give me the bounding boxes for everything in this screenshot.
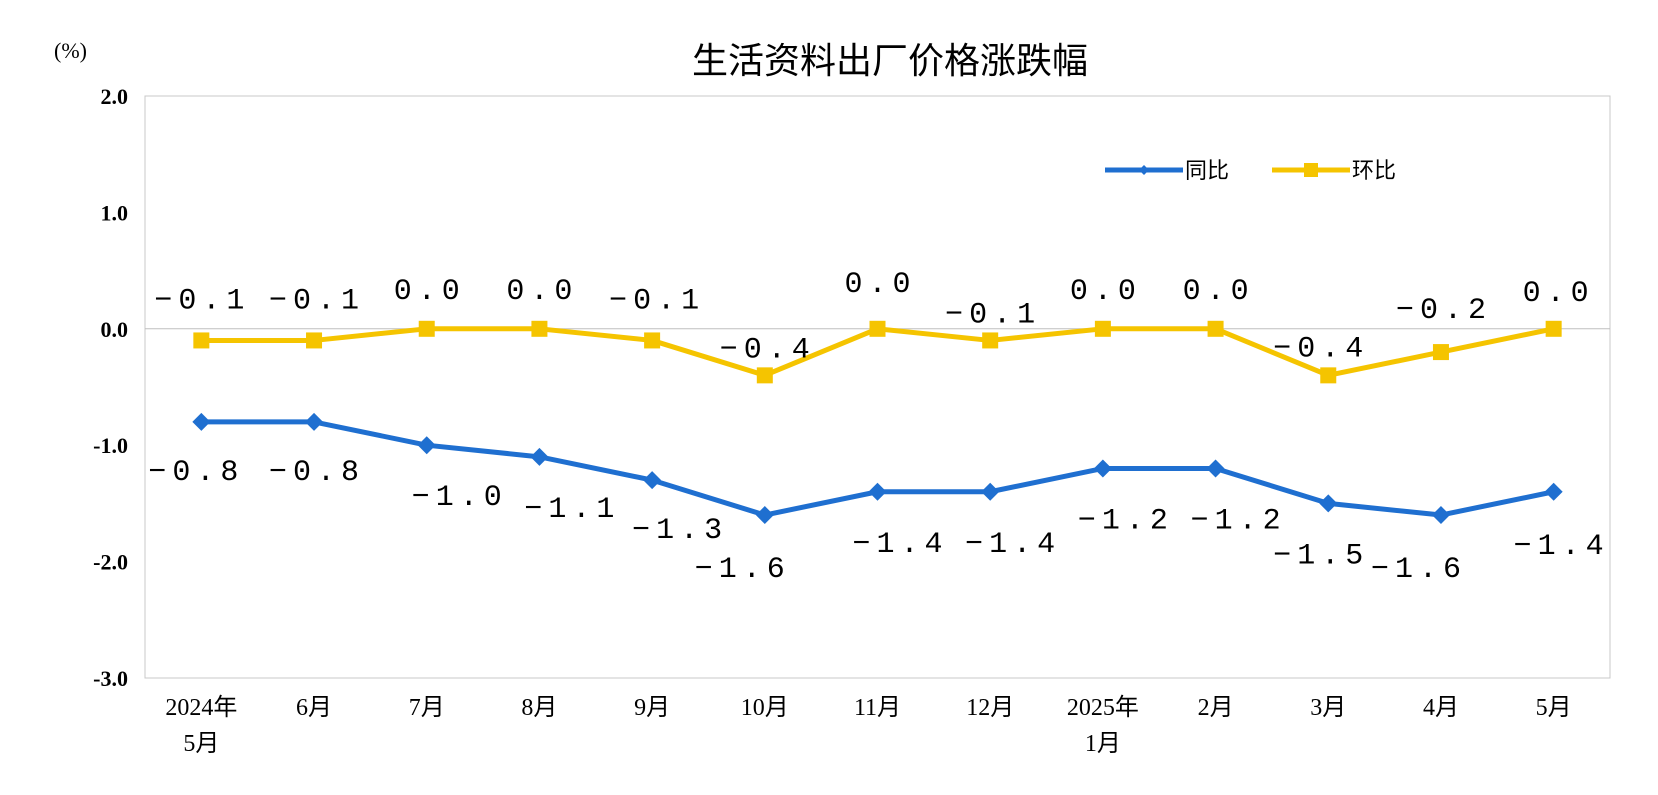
x-tick-line: 5月 bbox=[1536, 695, 1572, 721]
x-tick-line: 12月 bbox=[966, 695, 1014, 721]
data-label: − 1 . 3 bbox=[632, 514, 722, 548]
data-point-square bbox=[306, 332, 323, 349]
data-point-diamond bbox=[1093, 459, 1112, 478]
chart-title: 生活资料出厂价格涨跌幅 bbox=[692, 41, 1088, 82]
x-tick-line: 1月 bbox=[1085, 731, 1121, 757]
legend: 同比 环比 bbox=[1105, 159, 1396, 184]
x-tick-label: 4月 bbox=[1423, 695, 1459, 721]
x-tick-line: 11月 bbox=[854, 695, 901, 721]
x-tick-line: 7月 bbox=[409, 695, 445, 721]
data-label: − 1 . 6 bbox=[1371, 553, 1461, 587]
data-label: − 1 . 1 bbox=[524, 493, 614, 527]
data-label: − 1 . 4 bbox=[965, 528, 1055, 562]
y-tick-label: -2.0 bbox=[93, 550, 128, 575]
data-point-diamond bbox=[1319, 494, 1338, 513]
data-label: − 0 . 1 bbox=[945, 298, 1035, 332]
data-labels: − 0 . 8 − 0 . 8 − 1 . 0 − 1 . 1 − 1 . 3 − 1 .… bbox=[148, 268, 1603, 587]
x-tick-line: 2024年 bbox=[165, 694, 237, 721]
data-point-diamond bbox=[1206, 459, 1225, 478]
data-point-square bbox=[644, 332, 661, 349]
x-tick-line: 3月 bbox=[1310, 695, 1346, 721]
x-tick-line: 9月 bbox=[634, 695, 670, 721]
y-tick-label: -3.0 bbox=[93, 666, 128, 691]
x-tick-line: 5月 bbox=[183, 731, 219, 757]
data-label: − 0 . 1 bbox=[269, 284, 359, 318]
data-label: − 1 . 6 bbox=[695, 553, 785, 587]
data-point-square bbox=[531, 320, 548, 337]
legend-label: 环比 bbox=[1352, 159, 1396, 184]
x-tick-label: 2025年 1月 bbox=[1067, 694, 1139, 757]
data-point-square bbox=[869, 320, 886, 337]
data-point-diamond bbox=[1544, 482, 1563, 501]
legend-swatch-marker bbox=[1304, 163, 1318, 177]
data-point-square bbox=[1094, 320, 1111, 337]
axes: 2.0 1.0 0.0 -1.0 -2.0 -3.0 2024年 5月 6月 7月 8月 9月 10月 1… bbox=[93, 84, 1610, 757]
data-label: 0 . 0 bbox=[1523, 277, 1589, 311]
x-tick-label: 9月 bbox=[634, 695, 670, 721]
y-tick-label: 2.0 bbox=[101, 84, 129, 109]
data-point-diamond bbox=[755, 506, 774, 525]
x-tick-line: 4月 bbox=[1423, 695, 1459, 721]
y-tick-label: 1.0 bbox=[101, 200, 129, 225]
data-label: − 0 . 4 bbox=[1273, 332, 1363, 366]
y-axis-unit: (%) bbox=[54, 38, 87, 63]
x-tick-label: 12月 bbox=[966, 695, 1014, 721]
data-point-square bbox=[982, 332, 999, 349]
x-tick-label: 2月 bbox=[1198, 695, 1234, 721]
data-point-diamond bbox=[192, 412, 211, 431]
data-point-diamond bbox=[417, 436, 436, 455]
data-label: − 0 . 4 bbox=[720, 333, 810, 367]
data-label: − 1 . 2 bbox=[1191, 504, 1281, 538]
data-point-square bbox=[193, 332, 210, 349]
data-point-square bbox=[1207, 320, 1224, 337]
data-label: 0 . 0 bbox=[1070, 275, 1136, 309]
x-tick-line: 2025年 bbox=[1067, 694, 1139, 721]
data-label: − 1 . 4 bbox=[852, 528, 942, 562]
y-tick-label: 0.0 bbox=[101, 317, 129, 342]
data-label: − 1 . 0 bbox=[412, 481, 502, 515]
x-tick-label: 11月 bbox=[854, 695, 901, 721]
data-point-square bbox=[418, 320, 435, 337]
x-tick-label: 5月 bbox=[1536, 695, 1572, 721]
data-label: − 1 . 4 bbox=[1514, 530, 1604, 564]
data-point-diamond bbox=[1431, 506, 1450, 525]
data-label: − 0 . 8 bbox=[269, 456, 359, 490]
x-tick-line: 10月 bbox=[741, 695, 789, 721]
data-label: − 1 . 5 bbox=[1273, 539, 1363, 573]
data-point-square bbox=[756, 367, 773, 384]
legend-label: 同比 bbox=[1185, 159, 1229, 184]
data-label: − 0 . 2 bbox=[1396, 294, 1486, 328]
x-tick-line: 8月 bbox=[521, 695, 557, 721]
x-tick-label: 2024年 5月 bbox=[165, 694, 237, 757]
y-tick-label: -1.0 bbox=[93, 433, 128, 458]
data-point-diamond bbox=[643, 471, 662, 490]
data-point-square bbox=[1545, 320, 1562, 337]
data-label: 0 . 0 bbox=[844, 268, 910, 302]
x-tick-label: 8月 bbox=[521, 695, 557, 721]
data-label: 0 . 0 bbox=[394, 275, 460, 309]
data-point-diamond bbox=[530, 447, 549, 466]
legend-swatch-marker bbox=[1139, 165, 1149, 175]
data-point-square bbox=[1432, 344, 1449, 361]
x-tick-line: 2月 bbox=[1198, 695, 1234, 721]
data-label: − 1 . 2 bbox=[1078, 504, 1168, 538]
x-tick-label: 10月 bbox=[741, 695, 789, 721]
x-tick-line: 6月 bbox=[296, 695, 332, 721]
data-label: 0 . 0 bbox=[1183, 275, 1249, 309]
data-label: − 0 . 1 bbox=[154, 284, 244, 318]
data-point-square bbox=[1320, 367, 1337, 384]
x-tick-label: 7月 bbox=[409, 695, 445, 721]
data-point-diamond bbox=[868, 482, 887, 501]
series-layer bbox=[192, 320, 1563, 525]
data-point-diamond bbox=[305, 412, 324, 431]
data-label: − 0 . 1 bbox=[609, 284, 699, 318]
x-tick-label: 3月 bbox=[1310, 695, 1346, 721]
plot-area bbox=[144, 95, 1611, 679]
data-label: − 0 . 8 bbox=[148, 456, 238, 490]
x-tick-label: 6月 bbox=[296, 695, 332, 721]
data-label: 0 . 0 bbox=[506, 275, 572, 309]
data-point-diamond bbox=[981, 482, 1000, 501]
